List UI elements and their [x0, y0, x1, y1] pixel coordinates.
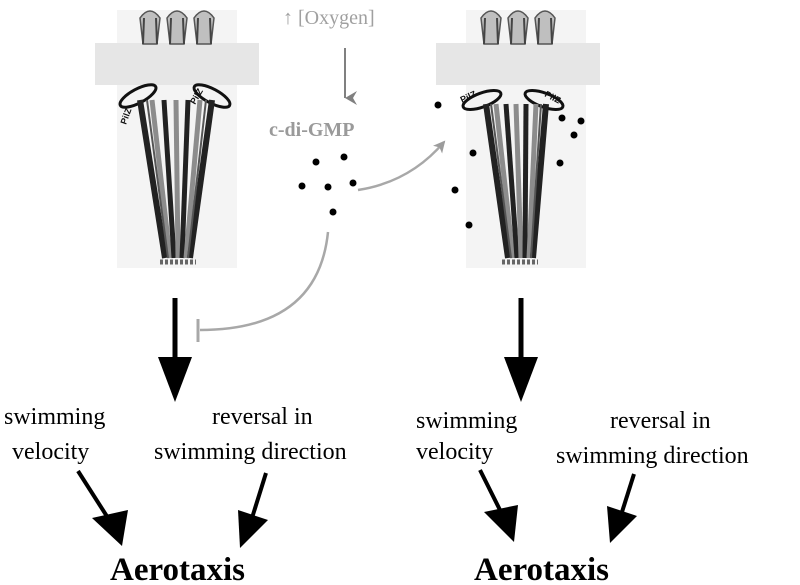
- molecule-dot-icon: [570, 131, 578, 139]
- right-reversal-arrow: [607, 473, 637, 543]
- molecule-dot-icon: [434, 101, 442, 109]
- molecule-dot-icon: [558, 114, 566, 122]
- right-velocity-arrow: [478, 469, 518, 542]
- right-result-aerotaxis: Aerotaxis: [474, 552, 609, 585]
- molecule-dot-icon: [451, 186, 459, 194]
- cdigmp-label: c-di-GMP: [269, 119, 355, 141]
- bound-molecules-right: [434, 101, 585, 229]
- left-stator-units: [139, 10, 215, 45]
- left-membrane: [95, 43, 259, 85]
- left-output-reversal: reversal in swimming direction: [154, 404, 347, 465]
- molecule-dot-icon: [556, 159, 564, 167]
- left-filaments: [137, 99, 215, 265]
- right-motor-complex: PilZ PilZ: [436, 10, 600, 268]
- left-reversal-arrow: [238, 472, 268, 548]
- right-filaments: [483, 103, 549, 265]
- molecule-dot-icon: [465, 221, 473, 229]
- left-motor-complex: PilZ PilZ: [95, 10, 259, 268]
- right-stator-units: [480, 10, 556, 45]
- oxygen-label: [Oxygen]: [298, 7, 375, 29]
- inhibition-curve: [199, 231, 330, 332]
- molecule-dot-icon: [324, 183, 332, 191]
- molecule-dot-icon: [469, 149, 477, 157]
- molecule-dot-icon: [312, 158, 320, 166]
- left-result-aerotaxis: Aerotaxis: [110, 552, 245, 585]
- right-membrane: [436, 43, 600, 85]
- left-output-swimming-velocity: swimming velocity: [4, 404, 111, 465]
- left-down-arrow: [158, 298, 192, 402]
- right-output-swimming-velocity: swimming velocity: [416, 408, 523, 465]
- molecule-dot-icon: [340, 153, 348, 161]
- cdigmp-molecule-cluster: [298, 153, 357, 216]
- molecule-dot-icon: [329, 208, 337, 216]
- left-velocity-arrow: [76, 469, 128, 546]
- right-down-arrow: [504, 298, 538, 402]
- right-output-reversal: reversal in swimming direction: [556, 408, 749, 469]
- molecule-dot-icon: [577, 117, 585, 125]
- cdigmp-binding-arrow: [357, 140, 446, 192]
- molecule-dot-icon: [349, 179, 357, 187]
- molecule-dot-icon: [298, 182, 306, 190]
- oxygen-up-arrow-icon: ↑: [283, 7, 293, 29]
